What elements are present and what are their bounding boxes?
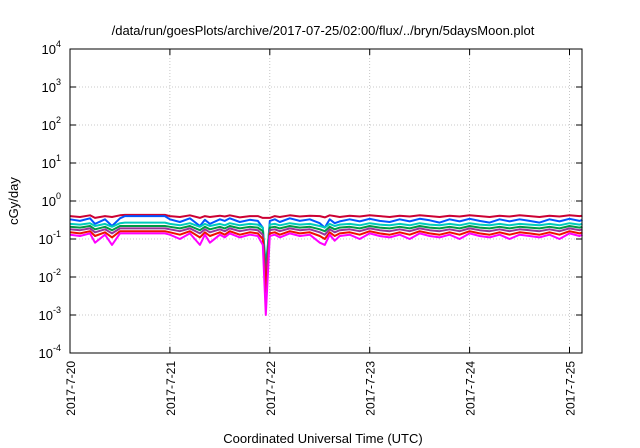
series-line-5 bbox=[69, 227, 583, 282]
y-tick-label: 103 bbox=[42, 77, 61, 95]
x-tick-label: 2017-7-21 bbox=[164, 361, 178, 416]
x-tick-label: 2017-7-23 bbox=[364, 361, 378, 416]
series-line-1 bbox=[69, 213, 583, 219]
series-line-7 bbox=[69, 232, 583, 316]
chart-title: /data/run/goesPlots/archive/2017-07-25/0… bbox=[112, 23, 535, 38]
series-line-6 bbox=[69, 230, 583, 294]
x-tick-label: 2017-7-25 bbox=[564, 361, 578, 416]
series-group bbox=[69, 213, 583, 316]
x-tick-label: 2017-7-20 bbox=[64, 361, 78, 416]
y-tick-label: 101 bbox=[42, 153, 61, 171]
y-tick-label: 10-2 bbox=[39, 267, 61, 285]
y-tick-label: 10-3 bbox=[39, 305, 61, 323]
x-axis: 2017-7-20 2017-7-21 2017-7-22 2017-7-23 2017… bbox=[64, 49, 578, 416]
series-line-4 bbox=[69, 225, 583, 272]
x-axis-label: Coordinated Universal Time (UTC) bbox=[223, 431, 422, 446]
y-tick-label: 10-4 bbox=[39, 343, 61, 361]
x-tick-label: 2017-7-24 bbox=[464, 361, 478, 416]
series-line-2 bbox=[69, 215, 583, 275]
x-tick-label: 2017-7-22 bbox=[264, 361, 278, 416]
y-tick-label: 100 bbox=[42, 191, 61, 209]
y-tick-label: 102 bbox=[42, 115, 61, 133]
y-tick-label: 104 bbox=[42, 39, 61, 57]
y-tick-label: 10-1 bbox=[39, 229, 61, 247]
series-line-3 bbox=[69, 221, 583, 267]
grid bbox=[69, 49, 582, 353]
y-axis-label: cGy/day bbox=[6, 177, 21, 225]
y-axis: 10-4 10-3 10-2 10-1 100 101 102 103 104 bbox=[39, 39, 582, 361]
